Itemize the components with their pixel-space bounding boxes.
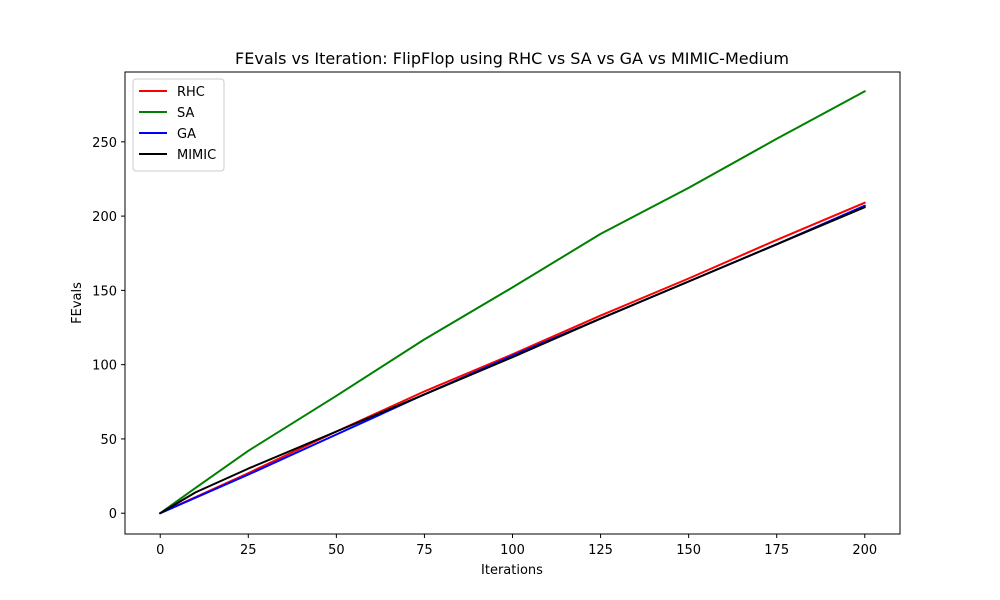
y-tick-label: 150 — [92, 284, 117, 299]
legend-label-mimic: MIMIC — [177, 148, 216, 163]
series-line-sa — [159, 90, 866, 515]
x-tick-label: 75 — [416, 543, 433, 558]
y-tick-label: 50 — [100, 433, 117, 448]
plot-area — [159, 90, 866, 515]
legend-box — [132, 78, 225, 172]
legend-label-rhc: RHC — [177, 85, 205, 100]
x-tick-label: 0 — [156, 543, 164, 558]
x-tick-label: 175 — [764, 543, 789, 558]
y-tick-label: 100 — [92, 359, 117, 374]
series-line-rhc — [159, 201, 866, 515]
y-tick-label: 250 — [92, 136, 117, 151]
x-tick-label: 150 — [676, 543, 701, 558]
y-axis-title: FEvals — [70, 282, 85, 324]
legend-label-ga: GA — [177, 127, 196, 142]
x-axis: 0 25 50 75 100 125 150 175 200 — [156, 534, 877, 558]
y-axis: 0 50 100 150 200 250 — [92, 136, 125, 522]
x-tick-label: 100 — [500, 543, 525, 558]
x-tick-label: 125 — [588, 543, 613, 558]
y-tick-label: 200 — [92, 210, 117, 225]
y-tick-label: 0 — [109, 507, 117, 522]
chart-title: FEvals vs Iteration: FlipFlop using RHC … — [235, 49, 789, 68]
x-tick-label: 200 — [852, 543, 877, 558]
legend: RHC SA GA MIMIC — [132, 78, 225, 172]
legend-label-sa: SA — [177, 106, 194, 121]
x-tick-label: 50 — [328, 543, 345, 558]
x-tick-label: 25 — [240, 543, 257, 558]
x-axis-title: Iterations — [481, 563, 543, 578]
series-line-mimic — [159, 206, 866, 515]
